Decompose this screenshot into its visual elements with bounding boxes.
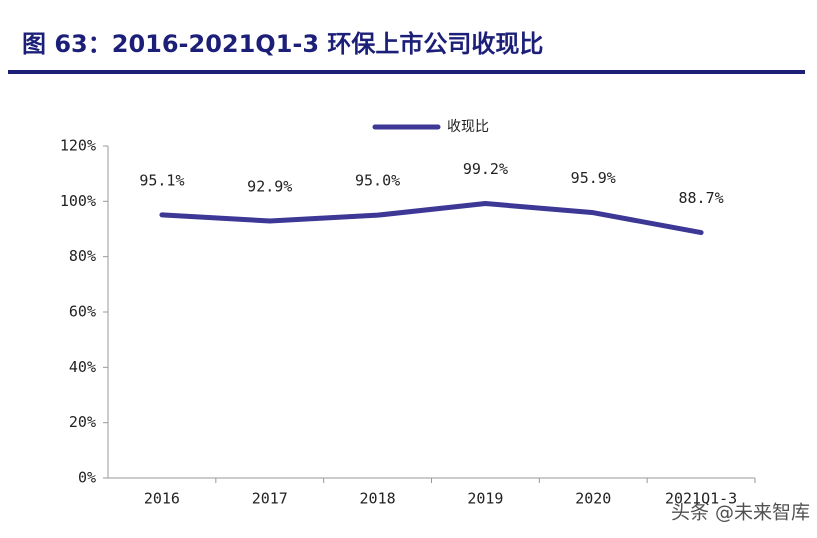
y-tick-label: 40%: [69, 358, 96, 376]
chart-title: 图 63：2016-2021Q1-3 环保上市公司收现比: [22, 30, 543, 58]
y-tick-label: 60%: [69, 303, 96, 321]
x-tick-label: 2019: [467, 490, 503, 508]
data-label: 88.7%: [679, 189, 724, 207]
watermark: 头条 @未来智库: [671, 502, 810, 524]
x-tick-label: 2017: [252, 490, 288, 508]
legend-label: 收现比: [447, 119, 489, 135]
y-tick-label: 20%: [69, 413, 96, 431]
x-tick-label: 2020: [575, 490, 611, 508]
y-tick-label: 0%: [78, 469, 96, 487]
y-tick-label: 120%: [60, 137, 96, 155]
x-tick-label: 2016: [144, 490, 180, 508]
data-label: 95.1%: [139, 171, 184, 189]
data-label: 95.0%: [355, 172, 400, 190]
data-label: 95.9%: [571, 169, 616, 187]
x-tick-label: 2018: [360, 490, 396, 508]
x-tick-label: 2021Q1-3: [665, 490, 737, 508]
data-line: [159, 201, 704, 236]
y-tick-label: 100%: [60, 192, 96, 210]
data-label: 99.2%: [463, 160, 508, 178]
y-tick-label: 80%: [69, 247, 96, 265]
data-label: 92.9%: [247, 177, 292, 195]
title-rule: [8, 70, 805, 74]
